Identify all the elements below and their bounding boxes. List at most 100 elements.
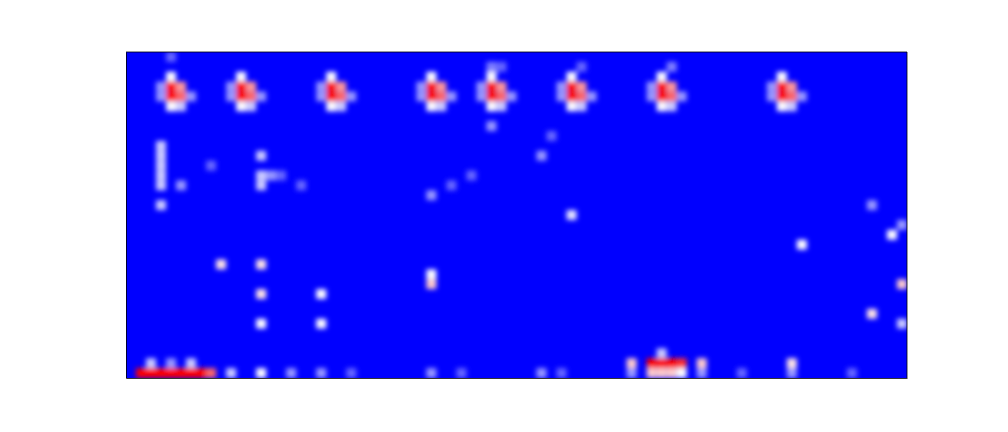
heat-cell [166,92,176,102]
heat-cell [156,151,166,161]
heat-cell [336,92,346,102]
heat-cell [647,82,657,92]
heat-cell [156,141,166,151]
heat-cell [647,368,657,378]
heat-cell [577,101,587,111]
heat-cell [436,82,446,92]
heat-cell [276,171,286,181]
heat-cell [677,92,687,102]
heat-cell [476,82,486,92]
heat-cell [426,82,436,92]
heat-cell [557,92,567,102]
heat-cell [797,92,807,102]
heat-cell [486,101,496,111]
heat-cell [787,368,797,378]
axis-line [126,53,127,379]
heat-cell [496,82,506,92]
axis-line [127,378,908,379]
heat-cell [236,72,246,82]
heat-cell [176,82,186,92]
heat-cell [316,82,326,92]
heat-cell [186,92,196,102]
heat-cell [777,72,787,82]
heat-cell [897,279,907,289]
heat-cell [667,101,677,111]
heat-cell [186,358,196,368]
heat-cell [767,82,777,92]
heat-cell [496,62,506,72]
heat-cell [667,82,677,92]
heat-cell [136,368,146,378]
heat-cell [697,358,707,368]
heat-cell [587,92,597,102]
heat-cell [156,161,166,171]
heat-cell [226,82,236,92]
plot-area [136,52,907,378]
heat-cell [577,82,587,92]
heat-cell [156,180,166,190]
heat-cell [657,82,667,92]
heat-cell [326,92,336,102]
heat-cell [777,92,787,102]
heat-cell [196,368,206,378]
heat-cell [657,72,667,82]
heat-cell [166,72,176,82]
heat-cell [166,101,176,111]
heat-cell [486,62,496,72]
heat-cell [897,220,907,230]
heat-cell [256,171,266,181]
heat-cell [577,92,587,102]
heat-cell [446,92,456,102]
heat-cell [326,101,336,111]
heat-cell [206,161,216,171]
heat-cell [627,358,637,368]
heat-cell [176,92,186,102]
heat-cell [547,131,557,141]
heat-cell [336,82,346,92]
heat-cell [176,180,186,190]
heat-cell [296,180,306,190]
heat-cell [346,368,356,378]
heat-cell [166,52,176,62]
heat-cell [777,101,787,111]
heat-cell [266,171,276,181]
heat-cell [557,368,567,378]
chart [0,0,1008,432]
heat-cell [446,180,456,190]
heat-cell [867,309,877,319]
heat-cell [316,368,326,378]
heat-cell [316,92,326,102]
heat-cell [486,92,496,102]
frame-right [907,52,908,378]
heat-cell [647,358,657,368]
heat-cell [286,368,296,378]
heat-cell [436,92,446,102]
heat-cell [346,92,356,102]
heat-cell [316,289,326,299]
heat-cell [657,368,667,378]
heat-cell [146,368,156,378]
heat-cell [256,180,266,190]
heat-cell [246,92,256,102]
heat-cell [256,368,266,378]
frame-top [126,52,907,53]
heat-cell [236,101,246,111]
heat-cell [256,289,266,299]
heat-cell [657,101,667,111]
heat-cell [176,101,186,111]
heat-cell [416,82,426,92]
heat-cell [567,92,577,102]
heat-cell [667,358,677,368]
heat-cell [246,82,256,92]
x-axis [127,378,908,379]
heat-cell [677,358,687,368]
heat-cell [657,348,667,358]
heat-cell [426,101,436,111]
heat-cell [697,368,707,378]
heat-cell [166,358,176,368]
heat-cell [787,101,797,111]
heat-cell [787,358,797,368]
heat-cell [667,368,677,378]
y-axis [126,53,127,379]
heat-cell [647,92,657,102]
